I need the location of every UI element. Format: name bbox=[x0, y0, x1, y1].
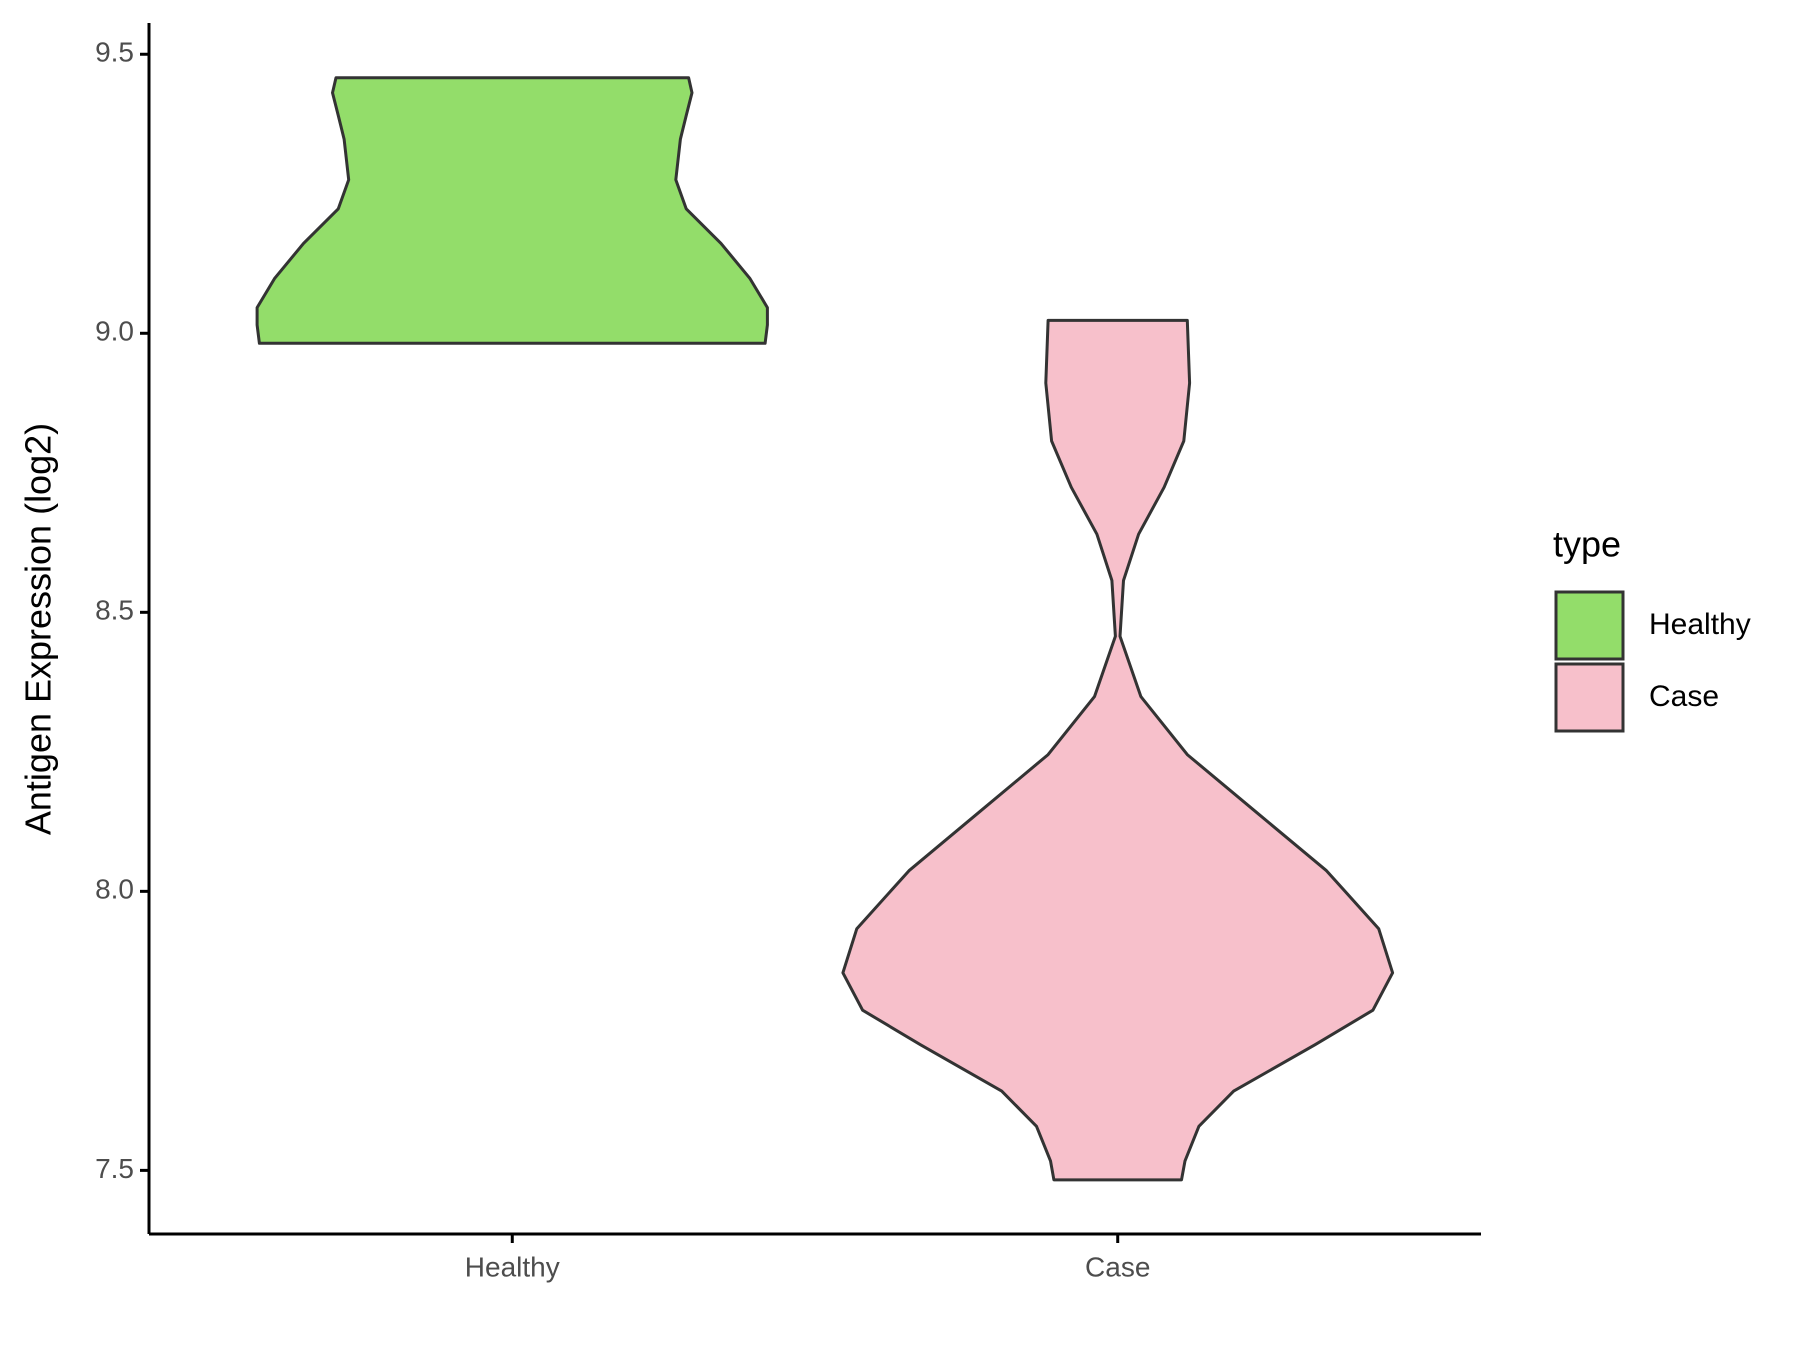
legend-title: type bbox=[1553, 524, 1621, 565]
legend-label: Healthy bbox=[1649, 608, 1751, 641]
y-tick-label: 7.5 bbox=[95, 1153, 134, 1184]
y-tick-label: 8.5 bbox=[95, 595, 134, 626]
legend-label: Case bbox=[1649, 680, 1719, 713]
violin bbox=[255, 76, 769, 345]
y-tick-label: 9.0 bbox=[95, 316, 134, 347]
violin bbox=[841, 318, 1395, 1182]
y-axis-title: Antigen Expression (log2) bbox=[18, 423, 59, 835]
y-tick-label: 9.5 bbox=[95, 37, 134, 68]
x-tick-label: Case bbox=[1085, 1251, 1150, 1282]
y-tick-label: 8.0 bbox=[95, 874, 134, 905]
x-tick-label: Healthy bbox=[465, 1251, 560, 1282]
legend-key bbox=[1554, 662, 1625, 733]
legend-key bbox=[1554, 590, 1625, 661]
